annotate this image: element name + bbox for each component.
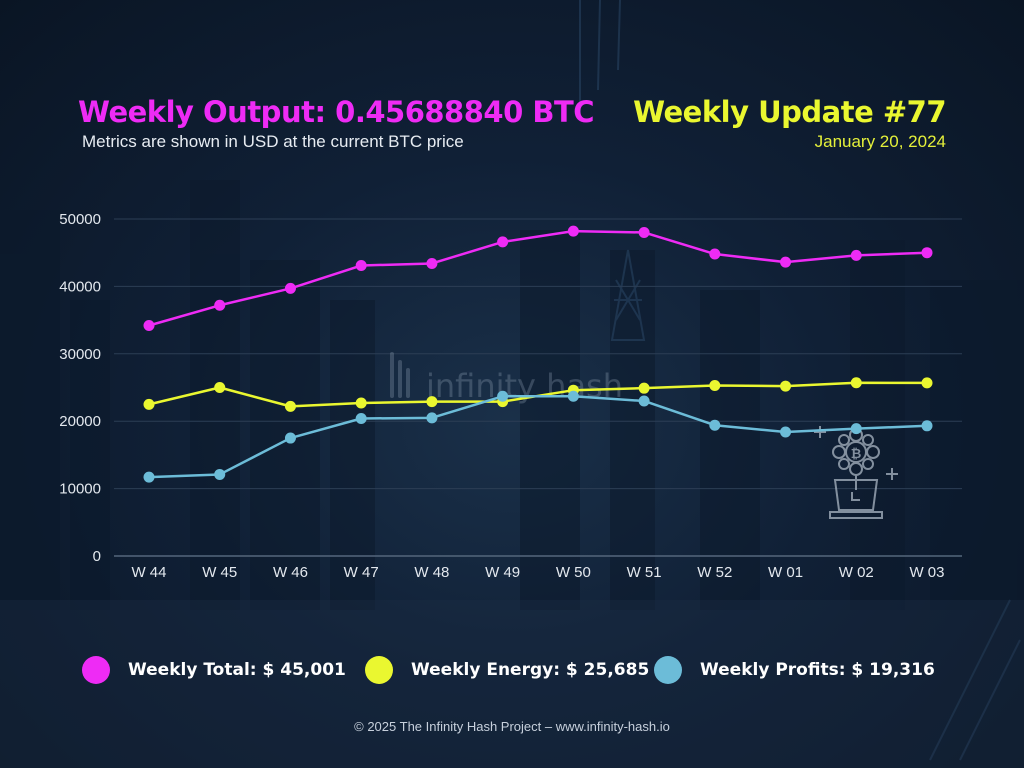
legend-item-profits: Weekly Profits: $ 19,316: [654, 652, 935, 688]
data-point-weekly-total: [850, 249, 862, 261]
data-point-weekly-profits: [850, 423, 862, 435]
data-point-weekly-total: [143, 319, 155, 331]
x-tick-label: W 48: [414, 564, 449, 581]
series-line-weekly-total: [148, 229, 928, 327]
data-point-weekly-profits: [638, 395, 650, 407]
x-axis-ticks: W 44 W 45 W 46 W 47 W 48 W 49 W 50 W 51 W 52 W 01…: [131, 564, 944, 581]
data-point-weekly-total: [567, 225, 579, 237]
data-point-weekly-energy: [709, 379, 721, 391]
data-point-weekly-energy: [638, 382, 650, 394]
data-point-weekly-profits: [921, 420, 933, 432]
bitcoin-plant-icon: ₿: [814, 426, 898, 519]
data-point-weekly-profits: [567, 390, 579, 402]
data-point-weekly-total: [426, 257, 438, 269]
data-point-weekly-profits: [780, 426, 792, 438]
page-title: Weekly Output: 0.45688840 BTC: [78, 95, 595, 129]
subtitle: Metrics are shown in USD at the current …: [82, 132, 464, 151]
data-point-weekly-total: [284, 282, 296, 294]
legend-swatch-profits: [654, 656, 682, 684]
y-tick-label: 30000: [59, 346, 101, 363]
x-tick-label: W 45: [202, 564, 237, 581]
legend-item-energy: Weekly Energy: $ 25,685: [365, 652, 649, 688]
data-point-weekly-total: [638, 226, 650, 238]
data-point-weekly-profits: [426, 412, 438, 424]
data-point-weekly-total: [709, 248, 721, 260]
y-tick-label: 20000: [59, 413, 101, 430]
legend-swatch-total: [82, 656, 110, 684]
data-point-weekly-profits: [143, 471, 155, 483]
legend: Weekly Total: $ 45,001 Weekly Energy: $ …: [82, 652, 942, 688]
data-point-weekly-energy: [850, 377, 862, 389]
svg-text:₿: ₿: [851, 447, 862, 462]
legend-label-profits: Weekly Profits: $ 19,316: [700, 660, 935, 680]
x-tick-label: W 01: [768, 564, 803, 581]
data-point-weekly-total: [921, 247, 933, 259]
legend-label-energy: Weekly Energy: $ 25,685: [411, 660, 650, 680]
series-lines: [148, 229, 928, 479]
data-point-weekly-energy: [355, 397, 367, 409]
y-axis-ticks: 0 10000 20000 30000 40000 50000: [59, 211, 101, 565]
update-date: January 20, 2024: [814, 132, 946, 151]
data-point-weekly-energy: [426, 396, 438, 408]
chart-grid: [114, 218, 962, 557]
x-tick-label: W 50: [556, 564, 591, 581]
data-point-weekly-energy: [143, 398, 155, 410]
x-tick-label: W 51: [627, 564, 662, 581]
x-tick-label: W 46: [273, 564, 308, 581]
data-point-weekly-energy: [921, 377, 933, 389]
data-point-weekly-energy: [780, 380, 792, 392]
data-point-weekly-total: [355, 260, 367, 272]
update-title: Weekly Update #77: [633, 95, 946, 129]
x-tick-label: W 49: [485, 564, 520, 581]
data-point-weekly-profits: [497, 390, 509, 402]
data-point-weekly-total: [214, 299, 226, 311]
footer-copyright: © 2025 The Infinity Hash Project – www.i…: [354, 719, 670, 734]
data-point-weekly-energy: [214, 382, 226, 393]
data-point-weekly-profits: [214, 468, 226, 480]
data-point-weekly-profits: [709, 419, 721, 431]
x-tick-label: W 44: [131, 564, 166, 581]
x-tick-label: W 52: [697, 564, 732, 581]
data-point-weekly-profits: [284, 432, 296, 444]
y-tick-label: 40000: [59, 278, 101, 295]
data-point-weekly-total: [497, 236, 509, 248]
y-tick-label: 0: [93, 548, 101, 565]
data-point-weekly-energy: [284, 400, 296, 412]
x-tick-label: W 02: [839, 564, 874, 581]
legend-item-total: Weekly Total: $ 45,001: [82, 652, 346, 688]
legend-swatch-energy: [365, 656, 393, 684]
x-tick-label: W 03: [909, 564, 944, 581]
data-point-weekly-total: [780, 256, 792, 268]
data-point-weekly-profits: [355, 413, 367, 425]
y-tick-label: 50000: [59, 211, 101, 228]
y-tick-label: 10000: [59, 481, 101, 498]
legend-label-total: Weekly Total: $ 45,001: [128, 660, 346, 680]
infinity-hash-logo-icon: [390, 352, 410, 398]
series-points: [143, 225, 933, 483]
series-line-weekly-profits: [148, 395, 928, 479]
x-tick-label: W 47: [344, 564, 379, 581]
